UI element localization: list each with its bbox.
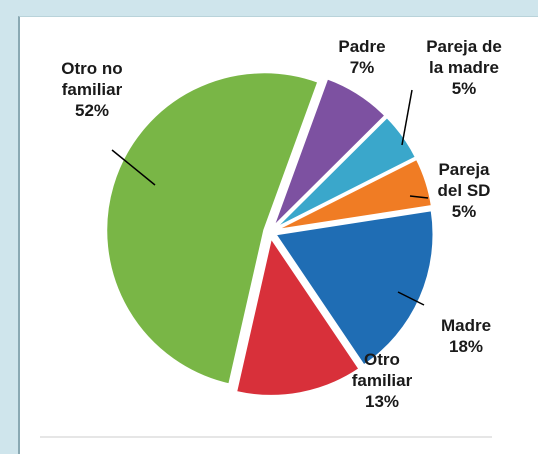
- slice-label: Madre 18%: [426, 315, 506, 357]
- leader-line: [409, 195, 429, 199]
- leader-line: [401, 89, 413, 146]
- category-label: Pareja del SD: [437, 160, 491, 200]
- pie-slice: [105, 71, 320, 386]
- category-label: Madre: [440, 316, 492, 335]
- slice-label: Pareja de la madre 5%: [426, 36, 502, 99]
- value-label: 18%: [448, 337, 484, 356]
- leader-line: [111, 149, 156, 186]
- slice-label: Otro familiar 13%: [342, 349, 422, 412]
- pie-slice: [272, 77, 387, 228]
- value-label: 7%: [349, 58, 375, 77]
- category-label: Pareja de la madre: [426, 37, 502, 77]
- pie-slice: [234, 235, 361, 397]
- slice-label: Padre 7%: [327, 36, 397, 78]
- slice-label: Pareja del SD 5%: [424, 159, 504, 222]
- pie-slice: [275, 157, 433, 232]
- leader-lines: [111, 89, 429, 306]
- category-label: Padre: [338, 37, 386, 56]
- pie-slice: [273, 209, 435, 367]
- slice-label: Otro no familiar 52%: [37, 58, 147, 121]
- leader-line: [397, 291, 425, 306]
- value-label: 13%: [364, 392, 400, 411]
- value-label: 5%: [451, 202, 477, 221]
- category-label: Otro familiar: [351, 350, 413, 390]
- value-label: 52%: [74, 101, 110, 120]
- category-label: Otro no familiar: [61, 59, 123, 99]
- value-label: 5%: [451, 79, 477, 98]
